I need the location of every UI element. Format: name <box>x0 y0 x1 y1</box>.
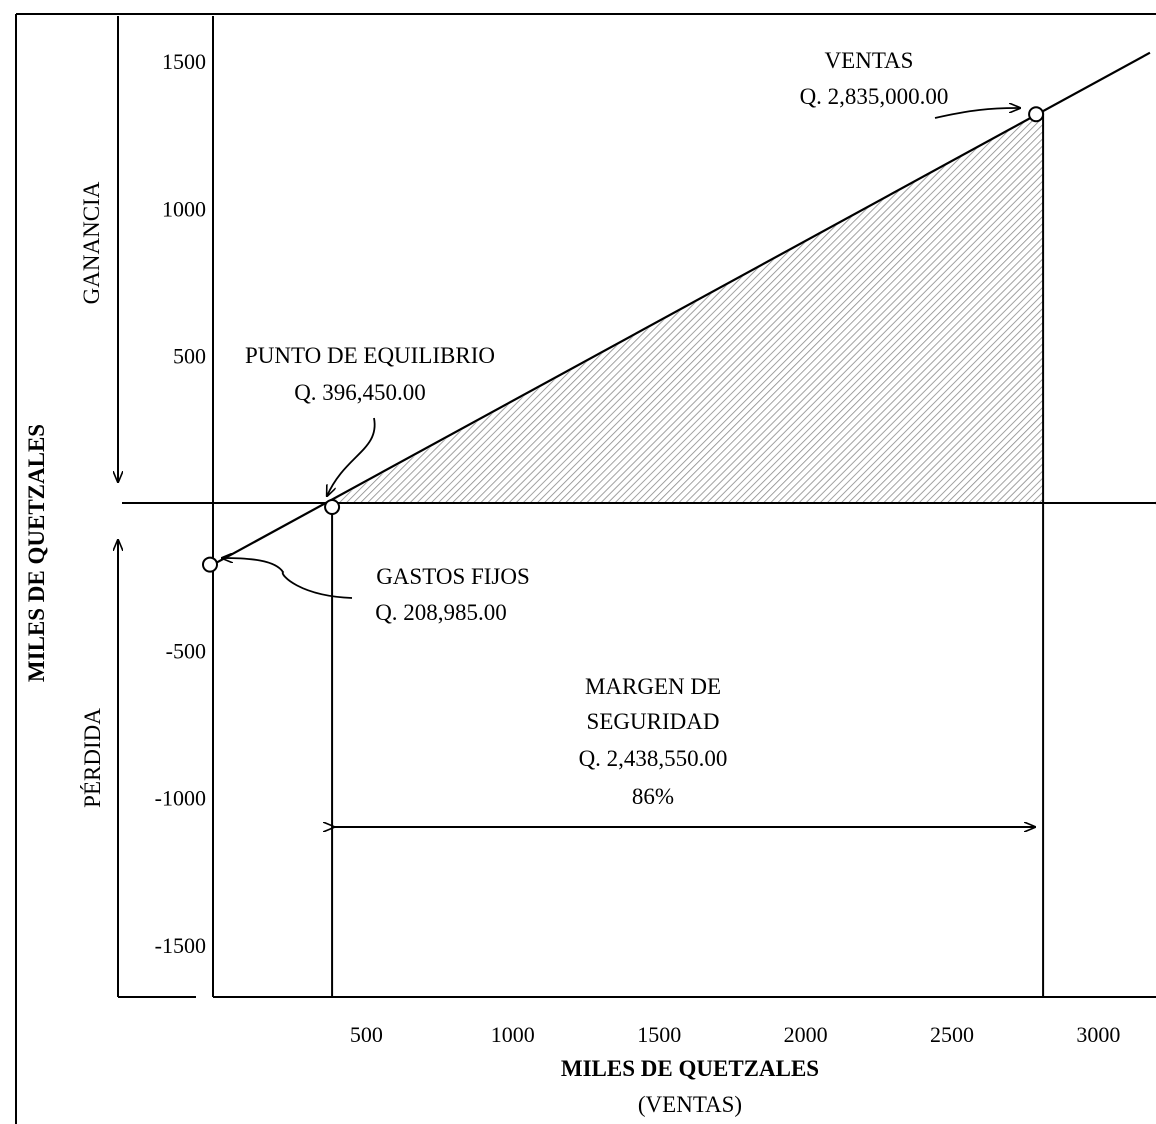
x-tick-label: 1500 <box>637 1022 681 1047</box>
gastos-fijos-label: GASTOS FIJOS <box>376 564 530 589</box>
y-tick-label: -1000 <box>155 786 206 811</box>
margin-percent: 86% <box>632 784 674 809</box>
breakeven-value: Q. 396,450.00 <box>294 380 426 405</box>
profit-label: GANANCIA <box>79 181 104 304</box>
ventas-value: Q. 2,835,000.00 <box>800 84 949 109</box>
y-tick-label: 500 <box>173 344 206 369</box>
ventas-callout <box>934 108 1020 119</box>
breakeven-callout <box>327 417 376 496</box>
x-tick-label: 2000 <box>784 1022 828 1047</box>
y-tick-label: -500 <box>166 638 206 663</box>
gastos-fijos-value: Q. 208,985.00 <box>375 600 507 625</box>
y-tick-label: -1500 <box>155 933 206 958</box>
loss-label: PÉRDIDA <box>80 708 105 808</box>
x-tick-labels: 500 1000 1500 2000 2500 3000 <box>350 1022 1121 1047</box>
ventas-label: VENTAS <box>825 48 914 73</box>
x-tick-label: 500 <box>350 1022 383 1047</box>
y-axis-title: MILES DE QUETZALES <box>24 424 49 682</box>
margin-value: Q. 2,438,550.00 <box>579 746 728 771</box>
margin-label-line2: SEGURIDAD <box>587 709 720 734</box>
y-tick-labels: 1500 1000 500 -500 -1000 -1500 <box>155 49 206 958</box>
x-tick-label: 1000 <box>491 1022 535 1047</box>
ventas-point <box>1028 106 1045 123</box>
gastos-fijos-point <box>202 556 218 573</box>
breakeven-label: PUNTO DE EQUILIBRIO <box>245 343 495 368</box>
profit-area <box>329 112 1044 504</box>
x-axis-title: MILES DE QUETZALES <box>561 1056 819 1081</box>
y-tick-label: 1500 <box>162 49 206 74</box>
y-tick-label: 1000 <box>162 196 206 221</box>
margin-label-line1: MARGEN DE <box>585 674 721 699</box>
x-tick-label: 3000 <box>1076 1022 1120 1047</box>
sales-line <box>212 51 1151 566</box>
x-axis-subtitle: (VENTAS) <box>638 1092 742 1117</box>
x-tick-label: 2500 <box>930 1022 974 1047</box>
gastos-fijos-callout <box>222 558 353 599</box>
breakeven-point <box>324 499 341 515</box>
